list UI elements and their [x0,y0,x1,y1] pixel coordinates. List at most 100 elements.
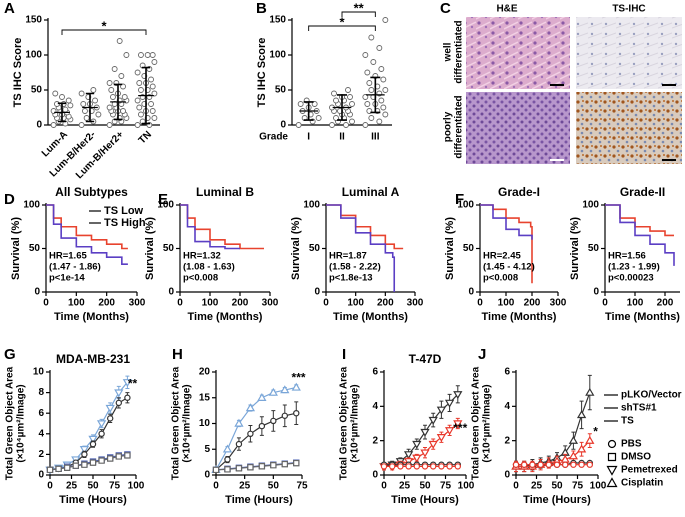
marker [521,461,528,468]
x-tick-label: 0 [323,298,329,309]
survival-curve [326,204,396,292]
histology-image [466,92,570,164]
data-point [108,87,115,93]
y-axis-label: Survival (%) [290,217,302,280]
marker [106,415,114,422]
data-point [111,66,118,72]
x-tick-label: 100 [627,298,644,309]
marker [46,466,54,474]
y-tick-label: 6 [372,367,378,378]
stat-text: HR=1.87 [329,251,367,262]
x-tick-label: 75 [440,481,452,492]
data-point [136,104,143,111]
annotation: * [339,14,345,29]
data-point [148,76,154,83]
y-tick-label: 150 [269,15,286,26]
data-point [106,104,113,111]
marker [79,446,90,455]
marker [412,440,422,449]
marker [270,462,277,469]
y-axis-label: Total Green Object Area [171,366,182,480]
y-axis-label: Survival (%) [144,217,156,280]
marker [72,462,79,469]
marker [430,463,437,470]
x-tick-label: 25 [399,481,411,492]
panel-letter: A [4,0,15,17]
histology-image [466,17,570,89]
marker [446,463,453,470]
legend-label: PBS [621,439,642,450]
marker [291,382,301,391]
marker [553,461,561,468]
x-tick-label: 75 [572,481,584,492]
data-point [368,115,375,121]
x-tick-label: 0 [602,298,608,309]
y-tick-label: 50 [309,243,321,254]
x-tick-label: I [307,132,310,143]
annotation: *** [292,370,306,384]
stat-text: p<1e-14 [49,273,85,284]
y-tick-label: 0 [372,470,378,481]
y-tick-label: 0 [468,287,474,298]
stat-text: HR=1.56 [608,251,646,262]
y-tick-label: 4 [504,401,510,412]
marker [124,452,131,459]
marker [89,440,97,448]
data-point [110,94,116,100]
marker [247,464,254,471]
marker [585,435,595,444]
legend-marker [606,477,618,488]
data-point [83,115,90,121]
marker [258,422,266,430]
data-point [378,66,385,72]
stat-text: p<0.00023 [608,273,654,284]
y-tick-label: 0 [36,120,42,131]
marker [428,440,438,449]
marker [444,427,455,436]
stat-text: p<1.8e-13 [329,273,373,284]
x-tick-label: 100 [68,298,85,309]
y-tick-label: 6 [504,367,510,378]
y-tick-label: 2 [38,449,44,460]
marker [107,455,114,462]
marker [280,385,290,394]
marker [380,463,388,470]
x-tick-label: III [371,132,380,143]
data-point [347,94,353,100]
legend-marker [606,465,618,476]
marker [81,451,88,458]
marker [405,463,412,470]
sd-bar [85,92,95,123]
chart-title: T-47D [409,352,442,366]
stat-text: (1.08 - 1.63) [183,262,235,273]
marker [235,465,243,472]
data-point [65,97,72,104]
data-point [349,118,355,125]
scale-bar [662,84,676,86]
x-tick-label: 0 [213,481,219,492]
legend-label: TS High [104,217,146,229]
x-tick-label: 300 [407,298,424,309]
data-point [62,106,69,113]
marker [454,463,461,470]
y-tick-label: 100 [23,200,40,211]
row-label: differentiated [454,95,465,158]
marker [420,449,430,458]
data-point [151,59,158,65]
x-tick-label: 100 [498,298,515,309]
marker [545,461,553,468]
survival-curve [480,204,533,240]
scale-bar [550,84,564,86]
y-tick-label: 10 [33,367,45,378]
data-point [136,80,143,86]
marker [421,463,429,470]
x-tick-label: 200 [524,298,541,309]
chart-title: Grade-II [620,185,665,199]
data-point [82,108,88,114]
marker [562,461,569,468]
chart-title: Grade-I [498,185,540,199]
marker [235,440,243,448]
data-point [148,101,154,107]
y-tick-label: 50 [588,243,600,254]
y-tick-label: 100 [269,50,286,61]
